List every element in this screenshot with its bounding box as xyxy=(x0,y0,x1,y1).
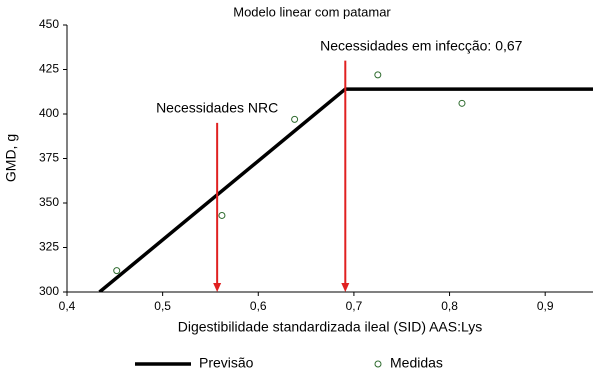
annotation-label: Necessidades em infecção: 0,67 xyxy=(320,37,523,53)
arrow-head xyxy=(341,283,350,292)
y-tick-label: 375 xyxy=(39,151,59,165)
x-tick-label: 0,6 xyxy=(250,299,267,313)
y-tick-label: 425 xyxy=(39,62,59,76)
x-tick-label: 0,5 xyxy=(154,299,171,313)
y-axis-label: GMD, g xyxy=(3,134,19,182)
data-point xyxy=(374,71,382,79)
x-tick-label: 0,7 xyxy=(346,299,363,313)
data-point xyxy=(113,267,121,275)
data-point xyxy=(458,99,466,107)
y-tick-label: 400 xyxy=(39,106,59,120)
y-tick-label: 350 xyxy=(39,195,59,209)
data-point xyxy=(291,115,299,123)
x-tick-label: 0,9 xyxy=(537,299,554,313)
y-tick-label: 300 xyxy=(39,284,59,298)
x-tick-label: 0,8 xyxy=(441,299,458,313)
legend-label: Previsão xyxy=(199,355,254,371)
data-point xyxy=(218,211,226,219)
x-tick-label: 0,4 xyxy=(59,299,76,313)
y-tick-label: 450 xyxy=(39,17,59,31)
annotation-label: Necessidades NRC xyxy=(156,100,278,116)
y-tick-label: 325 xyxy=(39,240,59,254)
chart-title: Modelo linear com patamar xyxy=(233,4,391,19)
legend-label: Medidas xyxy=(390,355,443,371)
x-axis-label: Digestibilidade standardizada ileal (SID… xyxy=(178,319,483,335)
arrow-head xyxy=(213,283,222,292)
legend-swatch xyxy=(374,360,382,368)
